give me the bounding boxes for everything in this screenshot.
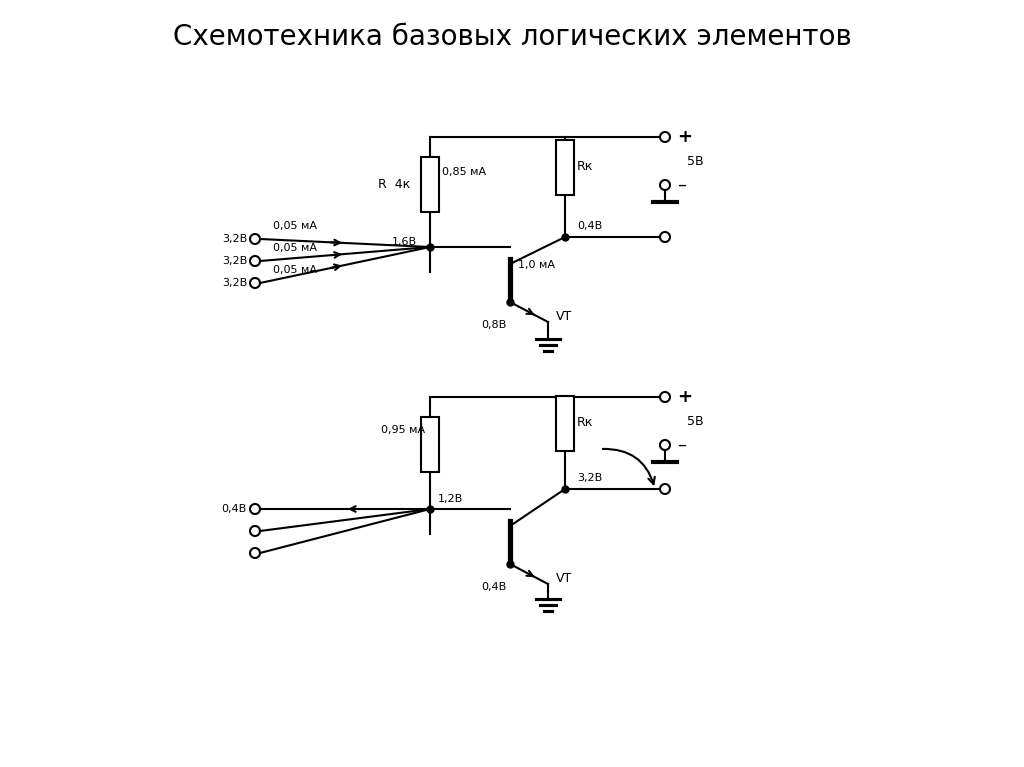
Text: +: + (677, 128, 692, 146)
Text: 1,2В: 1,2В (438, 494, 463, 504)
Bar (556, 396, 574, 450)
Text: –: – (677, 436, 686, 454)
Text: 0,4В: 0,4В (222, 504, 247, 514)
Text: 0,85 мА: 0,85 мА (442, 167, 486, 177)
Text: 3,2В: 3,2В (222, 234, 247, 244)
Bar (556, 140, 574, 195)
Text: 3,2В: 3,2В (222, 278, 247, 288)
Text: 0,05 мА: 0,05 мА (273, 243, 317, 253)
Text: 0,8В: 0,8В (480, 320, 506, 330)
Text: 5В: 5В (687, 415, 703, 428)
Text: 5В: 5В (687, 155, 703, 168)
Text: Rк: Rк (577, 160, 593, 173)
Text: 3,2В: 3,2В (222, 256, 247, 266)
Bar (421, 157, 439, 212)
Text: 0,4В: 0,4В (480, 582, 506, 592)
Text: 0,95 мА: 0,95 мА (381, 424, 425, 434)
Text: 0,05 мА: 0,05 мА (273, 265, 317, 275)
Text: 1,0 мА: 1,0 мА (518, 260, 555, 270)
Text: VT: VT (556, 572, 572, 585)
Bar (421, 417, 439, 472)
Text: R  4к: R 4к (378, 178, 411, 191)
Text: 3,2В: 3,2В (577, 473, 602, 483)
Text: 1,6В: 1,6В (392, 237, 417, 247)
Text: 0,05 мА: 0,05 мА (273, 221, 317, 231)
Text: VT: VT (556, 311, 572, 324)
Text: –: – (677, 176, 686, 194)
Text: 0,4В: 0,4В (577, 221, 602, 231)
Text: Rк: Rк (577, 416, 593, 430)
Text: +: + (677, 388, 692, 406)
Text: Схемотехника базовых логических элементов: Схемотехника базовых логических элементо… (173, 23, 851, 51)
